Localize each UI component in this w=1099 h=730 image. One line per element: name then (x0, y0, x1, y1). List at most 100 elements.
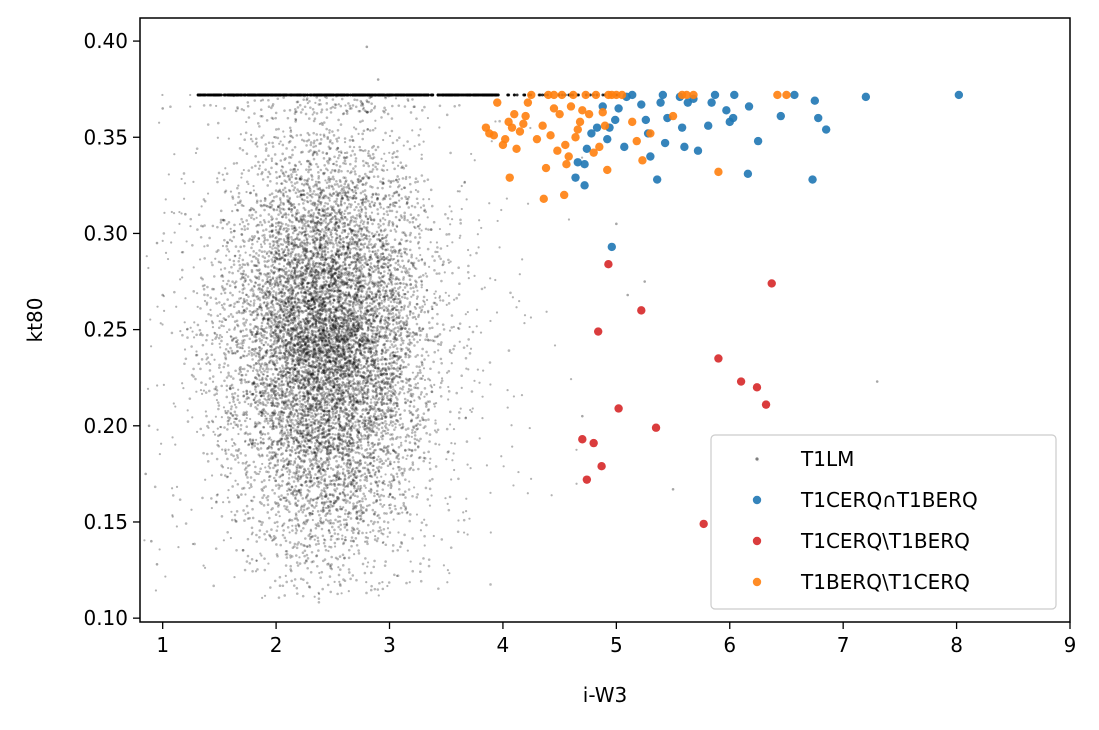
t1lm-point (258, 346, 261, 349)
t1lm-point (456, 530, 460, 534)
t1lm-point (245, 318, 248, 322)
t1lm-point (398, 423, 402, 427)
t1lm-point (301, 474, 305, 477)
t1lm-point (184, 522, 188, 525)
t1lm-point (314, 144, 318, 148)
t1lm-point (259, 467, 262, 470)
t1lm-point (316, 536, 320, 540)
t1lm-point (428, 487, 432, 491)
t1lm-point (293, 545, 296, 548)
t1lm-point (243, 354, 246, 358)
t1lm-point (227, 351, 231, 354)
t1lm-point (367, 443, 370, 447)
t1lm-point (298, 400, 301, 403)
t1lm-point (282, 351, 286, 355)
t1lm-point (253, 444, 256, 448)
t1lm-point (259, 303, 262, 306)
t1lm-point (347, 482, 350, 486)
t1lm-point (428, 479, 432, 482)
t1lm-point (372, 329, 375, 332)
t1lm-point (338, 248, 341, 251)
t1lm-point (367, 246, 371, 250)
t1lm-point (355, 233, 358, 236)
t1lm-point (205, 333, 209, 337)
t1lm-point (367, 374, 371, 377)
t1lm-point (406, 399, 410, 402)
t1lm-point (388, 357, 392, 361)
t1lm-point (384, 335, 387, 338)
t1lm-point (250, 557, 254, 561)
t1lm-point (420, 391, 423, 394)
t1lm-point (507, 349, 511, 352)
t1lm-point (223, 308, 226, 311)
t1lm-point (277, 510, 280, 514)
t1lm-point (361, 159, 365, 163)
points-layer (143, 45, 964, 604)
t1lm-point (345, 112, 349, 115)
t1lm-point (401, 231, 404, 234)
t1lm-point (286, 116, 290, 120)
t1lm-point (312, 476, 316, 480)
t1lm-point (208, 369, 212, 372)
t1lm-point (427, 418, 430, 421)
t1lm-point (226, 457, 229, 461)
t1lm-point (249, 137, 253, 141)
t1lm-point (380, 116, 383, 119)
t1lm-point (288, 322, 292, 325)
t1lm-point (241, 291, 245, 295)
t1lm-point (256, 313, 260, 317)
t1lm-point (225, 376, 229, 379)
t1lm-point (372, 218, 376, 221)
t1lm-point (293, 382, 297, 386)
t1lm-point (360, 512, 364, 515)
t1lm-point (371, 280, 374, 283)
t1lm-point (426, 178, 430, 181)
t1lm-point (274, 484, 278, 487)
t1lm-point (420, 354, 424, 357)
t1lm-point (284, 347, 288, 350)
t1lm-point (384, 459, 388, 462)
t1lm-point (362, 246, 366, 249)
t1lm-point (251, 569, 254, 573)
t1lm-point (348, 104, 352, 108)
t1lm-point (340, 251, 344, 255)
t1lm-point (247, 303, 251, 306)
t1lm-point (425, 405, 428, 408)
t1lm-point (363, 571, 367, 575)
t1lm-point (243, 138, 247, 142)
t1lm-point (425, 392, 428, 396)
t1lm-point (371, 128, 375, 132)
t1lm-point (381, 587, 385, 591)
t1lm-point (420, 377, 424, 380)
t1lm-point (295, 134, 299, 137)
t1lm-point (327, 262, 330, 266)
t1lm-point (169, 105, 172, 108)
t1lm-point (352, 275, 355, 278)
t1lm-point (365, 479, 369, 483)
t1lm-point (254, 210, 258, 214)
t1lm-point (275, 267, 278, 270)
t1lm-point (392, 330, 396, 334)
t1lm-point (368, 404, 372, 408)
t1lm-point (242, 509, 245, 512)
t1lm-point (326, 497, 330, 500)
t1lm-point (290, 208, 294, 211)
t1lm-point (414, 218, 418, 221)
t1lm-point (263, 250, 266, 253)
t1lm-point (338, 492, 342, 495)
t1lm-point (366, 283, 369, 286)
t1lm-point (333, 294, 336, 298)
t1lm-point (394, 507, 397, 511)
t1lm-point (357, 549, 360, 552)
t1lm-point (366, 384, 370, 388)
t1lm-point (218, 301, 221, 304)
t1lm-point (372, 175, 376, 178)
t1lm-point (333, 532, 337, 535)
t1lm-point (372, 565, 376, 569)
t1lm-point (371, 445, 375, 449)
t1lm-point (250, 526, 254, 530)
t1lm-point (248, 214, 251, 217)
t1lm-point (358, 145, 361, 149)
t1lm-point (340, 278, 344, 282)
t1lm-point (289, 428, 293, 431)
